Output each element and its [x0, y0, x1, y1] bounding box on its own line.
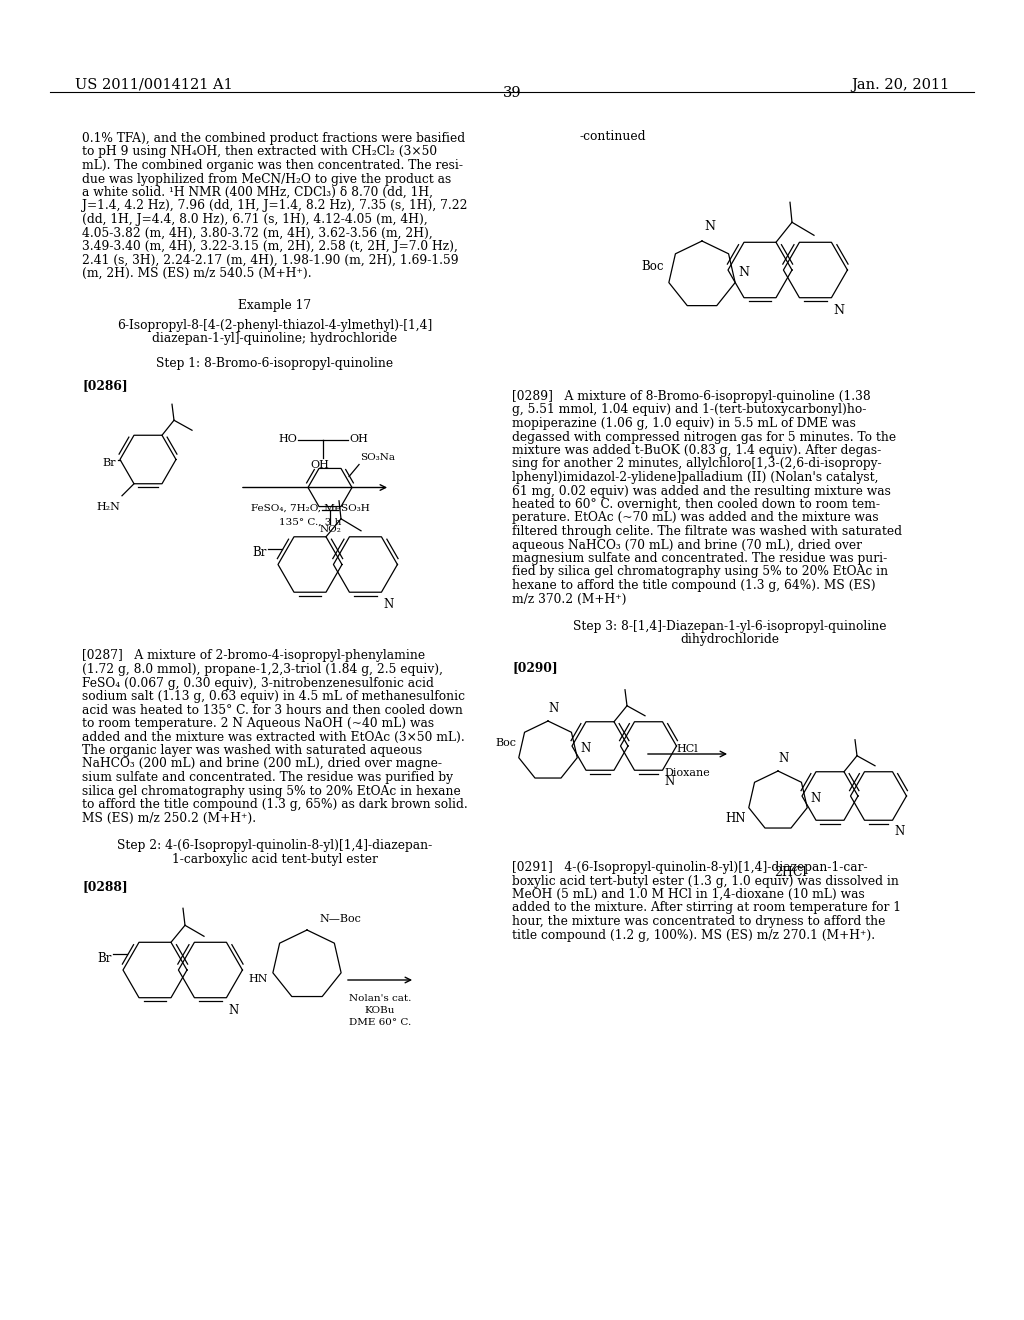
Text: NO₂: NO₂: [319, 525, 341, 535]
Text: (1.72 g, 8.0 mmol), propane-1,2,3-triol (1.84 g, 2.5 equiv),: (1.72 g, 8.0 mmol), propane-1,2,3-triol …: [82, 663, 443, 676]
Text: OH: OH: [310, 459, 330, 470]
Text: 0.1% TFA), and the combined product fractions were basified: 0.1% TFA), and the combined product frac…: [82, 132, 465, 145]
Text: mL). The combined organic was then concentrated. The resi-: mL). The combined organic was then conce…: [82, 158, 463, 172]
Text: HO: HO: [278, 434, 297, 445]
Text: m/z 370.2 (M+H⁺): m/z 370.2 (M+H⁺): [512, 593, 627, 606]
Text: hexane to afford the title compound (1.3 g, 64%). MS (ES): hexane to afford the title compound (1.3…: [512, 579, 876, 591]
Text: Example 17: Example 17: [239, 298, 311, 312]
Text: boxylic acid tert-butyl ester (1.3 g, 1.0 equiv) was dissolved in: boxylic acid tert-butyl ester (1.3 g, 1.…: [512, 874, 899, 887]
Text: [0290]: [0290]: [512, 661, 558, 675]
Text: J=1.4, 4.2 Hz), 7.96 (dd, 1H, J=1.4, 8.2 Hz), 7.35 (s, 1H), 7.22: J=1.4, 4.2 Hz), 7.96 (dd, 1H, J=1.4, 8.2…: [82, 199, 468, 213]
Text: DME 60° C.: DME 60° C.: [349, 1018, 411, 1027]
Text: Step 3: 8-[1,4]-Diazepan-1-yl-6-isopropyl-quinoline: Step 3: 8-[1,4]-Diazepan-1-yl-6-isopropy…: [573, 620, 887, 634]
Text: degassed with compressed nitrogen gas for 5 minutes. To the: degassed with compressed nitrogen gas fo…: [512, 430, 896, 444]
Text: 4.05-3.82 (m, 4H), 3.80-3.72 (m, 4H), 3.62-3.56 (m, 2H),: 4.05-3.82 (m, 4H), 3.80-3.72 (m, 4H), 3.…: [82, 227, 433, 239]
Text: silica gel chromatography using 5% to 20% EtOAc in hexane: silica gel chromatography using 5% to 20…: [82, 784, 461, 797]
Text: 135° C., 3 h: 135° C., 3 h: [279, 517, 341, 527]
Text: Step 1: 8-Bromo-6-isopropyl-quinoline: Step 1: 8-Bromo-6-isopropyl-quinoline: [157, 358, 393, 371]
Text: Dioxane: Dioxane: [665, 768, 710, 777]
Text: title compound (1.2 g, 100%). MS (ES) m/z 270.1 (M+H⁺).: title compound (1.2 g, 100%). MS (ES) m/…: [512, 928, 876, 941]
Text: 61 mg, 0.02 equiv) was added and the resulting mixture was: 61 mg, 0.02 equiv) was added and the res…: [512, 484, 891, 498]
Text: heated to 60° C. overnight, then cooled down to room tem-: heated to 60° C. overnight, then cooled …: [512, 498, 880, 511]
Text: Br: Br: [252, 546, 266, 558]
Text: N: N: [665, 775, 675, 788]
Text: N: N: [810, 792, 820, 805]
Text: Br: Br: [102, 458, 116, 469]
Text: N: N: [779, 752, 790, 766]
Text: N: N: [895, 825, 905, 838]
Text: N—Boc: N—Boc: [319, 913, 360, 924]
Text: Nolan's cat.: Nolan's cat.: [349, 994, 412, 1003]
Text: Boc: Boc: [495, 738, 516, 748]
Text: sium sulfate and concentrated. The residue was purified by: sium sulfate and concentrated. The resid…: [82, 771, 453, 784]
Text: 2HCl: 2HCl: [774, 866, 806, 879]
Text: Br: Br: [97, 952, 112, 965]
Text: perature. EtOAc (~70 mL) was added and the mixture was: perature. EtOAc (~70 mL) was added and t…: [512, 511, 879, 524]
Text: H₂N: H₂N: [96, 502, 120, 512]
Text: aqueous NaHCO₃ (70 mL) and brine (70 mL), dried over: aqueous NaHCO₃ (70 mL) and brine (70 mL)…: [512, 539, 862, 552]
Text: 3.49-3.40 (m, 4H), 3.22-3.15 (m, 2H), 2.58 (t, 2H, J=7.0 Hz),: 3.49-3.40 (m, 4H), 3.22-3.15 (m, 2H), 2.…: [82, 240, 458, 253]
Text: magnesium sulfate and concentrated. The residue was puri-: magnesium sulfate and concentrated. The …: [512, 552, 887, 565]
Text: to room temperature. 2 N Aqueous NaOH (~40 mL) was: to room temperature. 2 N Aqueous NaOH (~…: [82, 717, 434, 730]
Text: -continued: -continued: [580, 129, 646, 143]
Text: HN: HN: [725, 813, 746, 825]
Text: sing for another 2 minutes, allylchloro[1,3-(2,6-di-isopropy-: sing for another 2 minutes, allylchloro[…: [512, 458, 882, 470]
Text: US 2011/0014121 A1: US 2011/0014121 A1: [75, 78, 232, 92]
Text: hour, the mixture was concentrated to dryness to afford the: hour, the mixture was concentrated to dr…: [512, 915, 886, 928]
Text: [0286]: [0286]: [82, 380, 128, 392]
Text: 1-carboxylic acid tent-butyl ester: 1-carboxylic acid tent-butyl ester: [172, 853, 378, 866]
Text: dihydrochloride: dihydrochloride: [681, 634, 779, 647]
Text: 6-Isopropyl-8-[4-(2-phenyl-thiazol-4-ylmethyl)-[1,4]: 6-Isopropyl-8-[4-(2-phenyl-thiazol-4-ylm…: [118, 318, 432, 331]
Text: N: N: [228, 1003, 239, 1016]
Text: diazepan-1-yl]-quinoline; hydrochloride: diazepan-1-yl]-quinoline; hydrochloride: [153, 333, 397, 345]
Text: N: N: [705, 220, 716, 234]
Text: 39: 39: [503, 86, 521, 100]
Text: mixture was added t-BuOK (0.83 g, 1.4 equiv). After degas-: mixture was added t-BuOK (0.83 g, 1.4 eq…: [512, 444, 882, 457]
Text: (m, 2H). MS (ES) m/z 540.5 (M+H⁺).: (m, 2H). MS (ES) m/z 540.5 (M+H⁺).: [82, 267, 311, 280]
Text: added to the mixture. After stirring at room temperature for 1: added to the mixture. After stirring at …: [512, 902, 901, 915]
Text: N: N: [549, 702, 559, 715]
Text: added and the mixture was extracted with EtOAc (3×50 mL).: added and the mixture was extracted with…: [82, 730, 465, 743]
Text: 2.41 (s, 3H), 2.24-2.17 (m, 4H), 1.98-1.90 (m, 2H), 1.69-1.59: 2.41 (s, 3H), 2.24-2.17 (m, 4H), 1.98-1.…: [82, 253, 459, 267]
Text: NaHCO₃ (200 mL) and brine (200 mL), dried over magne-: NaHCO₃ (200 mL) and brine (200 mL), drie…: [82, 758, 442, 771]
Text: (dd, 1H, J=4.4, 8.0 Hz), 6.71 (s, 1H), 4.12-4.05 (m, 4H),: (dd, 1H, J=4.4, 8.0 Hz), 6.71 (s, 1H), 4…: [82, 213, 428, 226]
Text: to pH 9 using NH₄OH, then extracted with CH₂Cl₂ (3×50: to pH 9 using NH₄OH, then extracted with…: [82, 145, 437, 158]
Text: N: N: [834, 304, 845, 317]
Text: [0291]   4-(6-Isopropyl-quinolin-8-yl)[1,4]-diazepan-1-car-: [0291] 4-(6-Isopropyl-quinolin-8-yl)[1,4…: [512, 861, 867, 874]
Text: g, 5.51 mmol, 1.04 equiv) and 1-(tert-butoxycarbonyl)ho-: g, 5.51 mmol, 1.04 equiv) and 1-(tert-bu…: [512, 404, 866, 417]
Text: OH: OH: [349, 434, 368, 445]
Text: MS (ES) m/z 250.2 (M+H⁺).: MS (ES) m/z 250.2 (M+H⁺).: [82, 812, 256, 825]
Text: HCl: HCl: [676, 744, 698, 754]
Text: sodium salt (1.13 g, 0.63 equiv) in 4.5 mL of methanesulfonic: sodium salt (1.13 g, 0.63 equiv) in 4.5 …: [82, 690, 465, 704]
Text: Step 2: 4-(6-Isopropyl-quinolin-8-yl)[1,4]-diazepan-: Step 2: 4-(6-Isopropyl-quinolin-8-yl)[1,…: [118, 840, 432, 851]
Text: [0288]: [0288]: [82, 880, 128, 894]
Text: N: N: [738, 267, 749, 280]
Text: filtered through celite. The filtrate was washed with saturated: filtered through celite. The filtrate wa…: [512, 525, 902, 539]
Text: SO₃Na: SO₃Na: [360, 454, 395, 462]
Text: N: N: [383, 598, 393, 611]
Text: a white solid. ¹H NMR (400 MHz, CDCl₃) δ 8.70 (dd, 1H,: a white solid. ¹H NMR (400 MHz, CDCl₃) δ…: [82, 186, 433, 199]
Text: Jan. 20, 2011: Jan. 20, 2011: [852, 78, 950, 92]
Text: MeOH (5 mL) and 1.0 M HCl in 1,4-dioxane (10 mL) was: MeOH (5 mL) and 1.0 M HCl in 1,4-dioxane…: [512, 888, 864, 902]
Text: [0287]   A mixture of 2-bromo-4-isopropyl-phenylamine: [0287] A mixture of 2-bromo-4-isopropyl-…: [82, 649, 425, 663]
Text: KOBu: KOBu: [365, 1006, 395, 1015]
Text: FeSO₄ (0.067 g, 0.30 equiv), 3-nitrobenzenesulfonic acid: FeSO₄ (0.067 g, 0.30 equiv), 3-nitrobenz…: [82, 676, 434, 689]
Text: [0289]   A mixture of 8-Bromo-6-isopropyl-quinoline (1.38: [0289] A mixture of 8-Bromo-6-isopropyl-…: [512, 389, 870, 403]
Text: N: N: [580, 742, 590, 755]
Text: HN: HN: [249, 974, 268, 983]
Text: The organic layer was washed with saturated aqueous: The organic layer was washed with satura…: [82, 744, 422, 756]
Text: FeSO₄, 7H₂O, MeSO₃H: FeSO₄, 7H₂O, MeSO₃H: [251, 503, 370, 512]
Text: fied by silica gel chromatography using 5% to 20% EtOAc in: fied by silica gel chromatography using …: [512, 565, 888, 578]
Text: due was lyophilized from MeCN/H₂O to give the product as: due was lyophilized from MeCN/H₂O to giv…: [82, 173, 452, 186]
Text: lphenyl)imidazol-2-ylidene]palladium (II) (Nolan's catalyst,: lphenyl)imidazol-2-ylidene]palladium (II…: [512, 471, 879, 484]
Text: Boc: Boc: [641, 260, 664, 273]
Text: to afford the title compound (1.3 g, 65%) as dark brown solid.: to afford the title compound (1.3 g, 65%…: [82, 799, 468, 810]
Text: mopiperazine (1.06 g, 1.0 equiv) in 5.5 mL of DME was: mopiperazine (1.06 g, 1.0 equiv) in 5.5 …: [512, 417, 856, 430]
Text: acid was heated to 135° C. for 3 hours and then cooled down: acid was heated to 135° C. for 3 hours a…: [82, 704, 463, 717]
